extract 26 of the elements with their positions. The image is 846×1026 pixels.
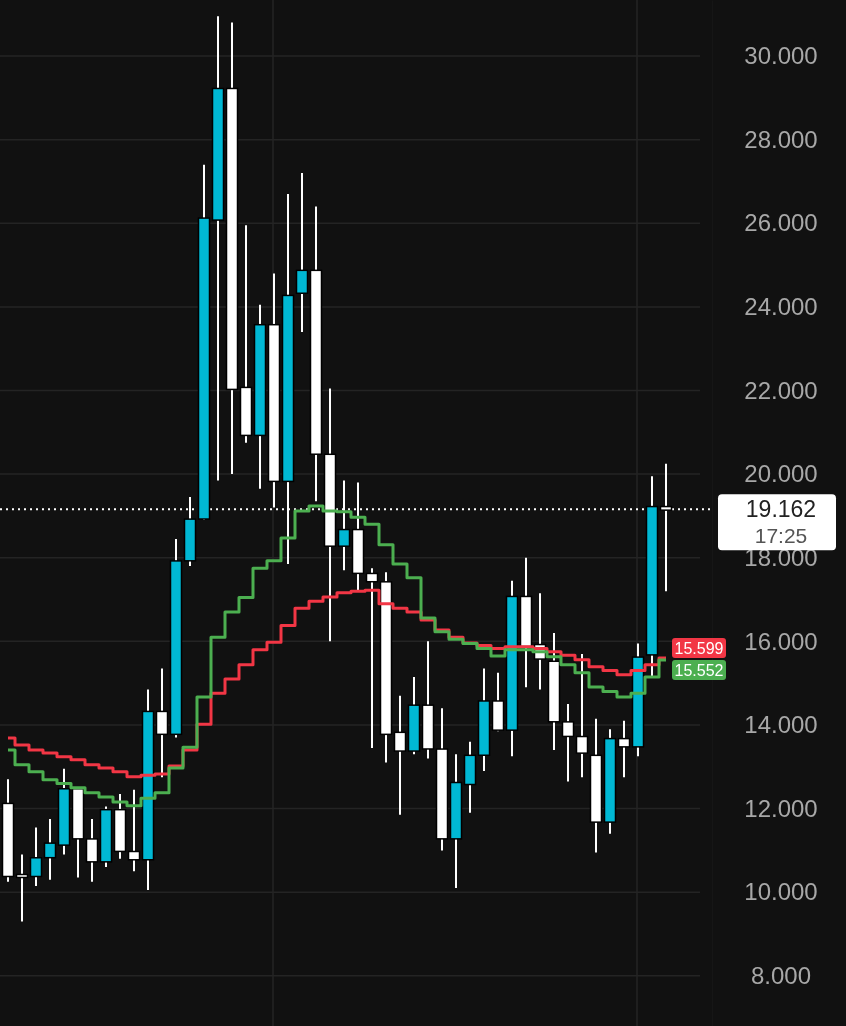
- y-tick-label: 22.000: [744, 376, 818, 404]
- y-tick-label: 26.000: [744, 209, 818, 237]
- y-tick-label: 10.000: [744, 878, 818, 906]
- y-tick-label: 16.000: [744, 627, 818, 655]
- candlestick: [295, 172, 309, 333]
- candlestick: [365, 567, 379, 749]
- y-tick-label: 24.000: [744, 293, 818, 321]
- candlestick: [575, 652, 589, 779]
- candlestick: [127, 788, 141, 873]
- data-label: 15.599: [674, 639, 724, 657]
- candlestick: [43, 818, 57, 881]
- ref-line-label: 19.162: [745, 496, 817, 523]
- data-label: 15.552: [674, 661, 724, 679]
- candlestick: [617, 719, 631, 779]
- candlestick: [561, 703, 575, 783]
- y-tick-label: 20.000: [744, 460, 818, 488]
- y-tick-label: 30.000: [744, 42, 818, 70]
- y-tick-label: 28.000: [744, 125, 818, 153]
- y-tick-label: 8.000: [750, 962, 812, 990]
- candlestick: [85, 818, 99, 883]
- candlestick: [29, 826, 43, 887]
- candlestick: [393, 694, 407, 816]
- candlestick: [155, 667, 169, 779]
- text: 17:25: [754, 523, 808, 547]
- y-tick-label: 12.000: [744, 794, 818, 822]
- y-tick-label: 14.000: [744, 711, 818, 739]
